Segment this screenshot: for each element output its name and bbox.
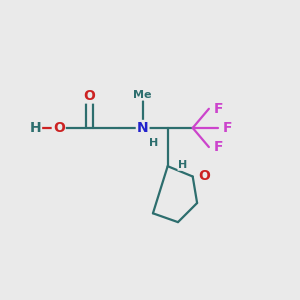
- Text: N: N: [137, 121, 148, 135]
- Text: Me: Me: [134, 90, 152, 100]
- Text: O: O: [84, 88, 96, 103]
- Text: H: H: [149, 138, 158, 148]
- Text: O: O: [198, 169, 210, 184]
- Text: F: F: [223, 121, 232, 135]
- Text: H: H: [29, 121, 41, 135]
- Text: F: F: [214, 102, 224, 116]
- Text: F: F: [214, 140, 224, 154]
- Text: O: O: [53, 121, 65, 135]
- Text: H: H: [178, 160, 187, 170]
